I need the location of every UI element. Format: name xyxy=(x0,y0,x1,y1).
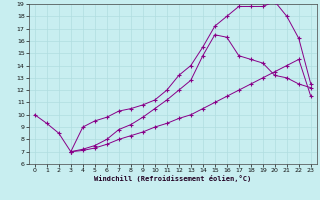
X-axis label: Windchill (Refroidissement éolien,°C): Windchill (Refroidissement éolien,°C) xyxy=(94,175,252,182)
